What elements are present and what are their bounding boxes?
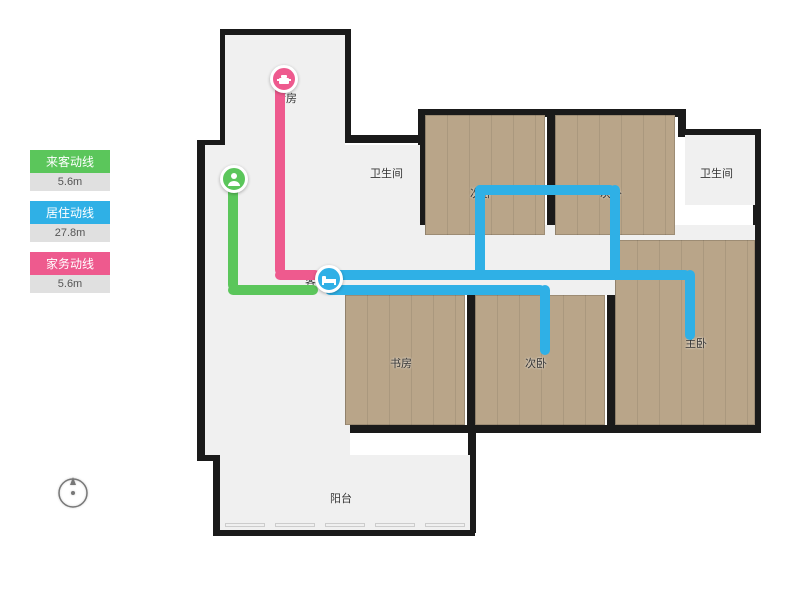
kitchen-node-pot-icon: [270, 65, 298, 93]
wall: [547, 109, 555, 237]
legend-label: 家务动线: [30, 252, 110, 275]
room-label-bath2: 卫生间: [700, 165, 733, 181]
legend-label: 居住动线: [30, 201, 110, 224]
room-label-bath1: 卫生间: [370, 165, 403, 181]
flowline-living: [325, 285, 545, 295]
legend-label: 来客动线: [30, 150, 110, 173]
flowline-legend: 来客动线 5.6m 居住动线 27.8m 家务动线 5.6m: [30, 150, 110, 303]
legend-value: 5.6m: [30, 275, 110, 293]
flowline-living: [475, 185, 615, 195]
legend-value: 5.6m: [30, 173, 110, 191]
flowline-living: [475, 185, 485, 275]
living-node-bed-icon: [315, 265, 343, 293]
room-bath1: [350, 145, 420, 225]
room-label-bed2c: 次卧: [525, 355, 547, 371]
flowline-chore: [275, 270, 320, 280]
room-label-balcony: 阳台: [330, 490, 352, 506]
flowline-living: [610, 185, 620, 275]
wall: [467, 290, 475, 430]
flowline-guest: [228, 285, 318, 295]
compass-icon: [55, 475, 91, 511]
flowline-living: [685, 270, 695, 340]
legend-row-guest: 来客动线 5.6m: [30, 150, 110, 191]
entry-node-person-icon: [220, 165, 248, 193]
legend-row-chore: 家务动线 5.6m: [30, 252, 110, 293]
floorplan: 厨房卫生间客餐厅次卧次卧卫生间书房次卧主卧阳台: [185, 35, 765, 565]
legend-value: 27.8m: [30, 224, 110, 242]
room-label-study: 书房: [390, 355, 412, 371]
legend-row-living: 居住动线 27.8m: [30, 201, 110, 242]
flowline-living: [540, 285, 550, 355]
room-bed2a: [425, 115, 545, 235]
wall: [197, 140, 205, 460]
wall: [335, 425, 473, 433]
flowline-chore: [275, 80, 285, 275]
wall: [345, 135, 425, 143]
flowline-living: [325, 270, 690, 280]
